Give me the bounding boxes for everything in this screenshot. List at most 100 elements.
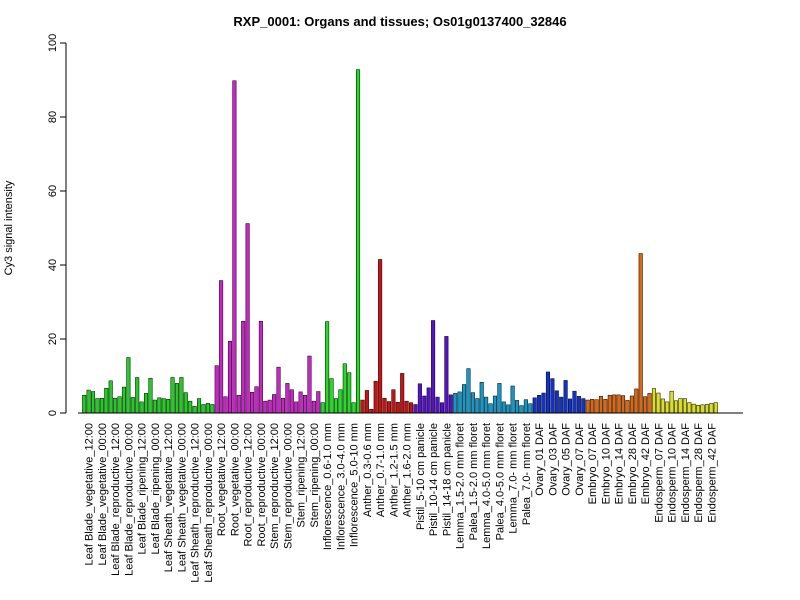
- bar: [413, 404, 418, 414]
- bar: [267, 399, 272, 414]
- bar: [95, 398, 100, 414]
- category-label: Anther_1.2-1.5 mm: [388, 423, 400, 517]
- bar: [470, 392, 475, 414]
- bar: [488, 403, 493, 414]
- bar: [687, 402, 692, 414]
- bar: [210, 404, 215, 414]
- bar: [157, 397, 162, 414]
- bar: [391, 389, 396, 414]
- bar: [135, 377, 140, 414]
- bar: [497, 383, 502, 414]
- bar: [369, 409, 374, 414]
- bar: [294, 401, 299, 414]
- bar: [139, 401, 144, 414]
- category-label: Ovary_03 DAF: [547, 423, 559, 496]
- bar: [453, 393, 458, 414]
- category-label: Endosperm_28 DAF: [693, 423, 705, 523]
- bar: [214, 365, 219, 414]
- y-tick-label: 60: [47, 185, 59, 197]
- bar: [113, 397, 118, 414]
- category-label: Lemma_1.5-2.0 mm floret: [455, 423, 467, 549]
- bar: [709, 403, 714, 414]
- category-label: Leaf Blade_vegetative_00:00: [97, 423, 109, 566]
- bar: [148, 377, 153, 414]
- bar: [174, 383, 179, 414]
- bar: [559, 396, 564, 414]
- bar: [603, 399, 608, 414]
- bar: [263, 400, 268, 414]
- bar: [444, 336, 449, 414]
- bar: [152, 399, 157, 414]
- bar: [656, 392, 661, 414]
- bar: [179, 377, 184, 414]
- bar: [501, 401, 506, 414]
- y-axis-label: Cy3 signal intensity: [3, 180, 15, 275]
- bar: [616, 394, 621, 414]
- bar: [621, 395, 626, 414]
- bar: [426, 387, 431, 414]
- bar: [338, 389, 343, 414]
- category-label: Root_reproductive_12:00: [243, 423, 255, 547]
- category-label: Inflorescence_5.0-10 mm: [349, 423, 361, 547]
- bar: [325, 321, 330, 414]
- bar: [660, 398, 665, 414]
- category-label: Pistil_5-10 cm panicle: [415, 423, 427, 530]
- bar: [404, 400, 409, 414]
- bar: [108, 380, 113, 414]
- category-label: Stem_reproductive_12:00: [269, 423, 281, 549]
- bar: [121, 386, 126, 414]
- bar: [378, 259, 383, 414]
- y-tick-label: 100: [47, 34, 59, 52]
- bar: [197, 398, 202, 414]
- bar: [258, 320, 263, 414]
- bar: [674, 400, 679, 414]
- bar: [678, 398, 683, 414]
- category-label: Embryo_10 DAF: [600, 423, 612, 505]
- bar: [545, 371, 550, 414]
- bar: [422, 395, 427, 414]
- bar: [532, 397, 537, 414]
- bar: [647, 393, 652, 414]
- category-label: Pistil_14-18 cm panicle: [441, 423, 453, 536]
- bar: [373, 380, 378, 414]
- bar: [170, 377, 175, 414]
- y-tick-label: 0: [47, 410, 59, 416]
- bar: [479, 382, 484, 414]
- bar: [342, 363, 347, 414]
- bar: [351, 402, 356, 414]
- bar: [435, 396, 440, 414]
- bar: [86, 389, 91, 414]
- category-label: Leaf Sheath_reproductive_00:00: [203, 423, 215, 583]
- bar: [245, 223, 250, 414]
- category-label: Leaf Sheath_vegetative_00:00: [176, 423, 188, 572]
- category-label: Lemma_7.0- mm floret: [508, 423, 520, 534]
- category-label: Stem_reproductive_00:00: [282, 423, 294, 549]
- category-label: Embryo_07 DAF: [587, 423, 599, 505]
- bar: [144, 393, 149, 414]
- bar: [166, 399, 171, 414]
- bar: [201, 404, 206, 414]
- bar: [594, 399, 599, 414]
- bar: [669, 390, 674, 414]
- category-label: Leaf Blade_ripening_12:00: [137, 423, 149, 555]
- category-label: Leaf Blade_reproductive_12:00: [110, 423, 122, 576]
- bar: [607, 394, 612, 414]
- bar: [439, 402, 444, 414]
- bar: [250, 392, 255, 414]
- bar: [515, 400, 520, 414]
- category-label: Endosperm_42 DAF: [706, 423, 718, 523]
- bar: [568, 398, 573, 414]
- bar: [528, 403, 533, 414]
- bar: [691, 403, 696, 414]
- bar: [585, 399, 590, 414]
- bar: [241, 320, 246, 414]
- bar: [563, 380, 568, 414]
- category-label: Anther_1.6-2.0 mm: [402, 423, 414, 517]
- bar: [329, 378, 334, 414]
- bar: [457, 391, 462, 414]
- bar: [289, 389, 294, 414]
- bar: [409, 402, 414, 414]
- category-label: Leaf Sheath_vegetative_12:00: [163, 423, 175, 572]
- bars-group: [82, 69, 718, 414]
- category-label: Leaf Blade_reproductive_00:00: [123, 423, 135, 576]
